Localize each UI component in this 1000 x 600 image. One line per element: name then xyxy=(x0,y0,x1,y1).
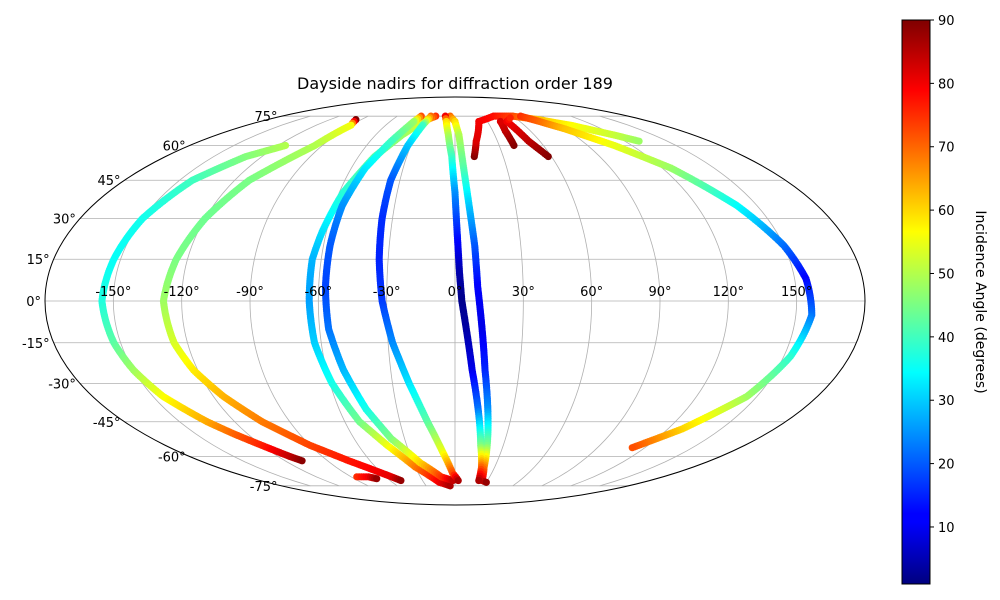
nadir-point xyxy=(446,482,454,490)
longitude-tick-label: 60° xyxy=(580,285,603,300)
colorbar-tick-label: 70 xyxy=(938,141,955,156)
colorbar-tick-label: 50 xyxy=(938,267,955,282)
longitude-tick-label: -60° xyxy=(304,285,332,300)
colorbar-ticks: 10 20 30 40 50 60 70 80 90 xyxy=(930,14,955,536)
nadir-point xyxy=(373,475,381,483)
chart-title: Dayside nadirs for diffraction order 189 xyxy=(297,74,613,93)
map-grid xyxy=(45,115,865,487)
latitude-tick-label: 15° xyxy=(27,253,50,268)
latitude-tick-label: -45° xyxy=(93,416,121,431)
nadir-point xyxy=(475,476,483,485)
nadir-point xyxy=(454,476,462,485)
latitude-tick-label: 45° xyxy=(98,174,121,189)
longitude-tick-labels: -150° -120° -90° -60° -30° 0° 30° 60° 90° 120° 150… xyxy=(95,285,812,300)
latitude-tick-label: 60° xyxy=(163,139,186,154)
colorbar: 10 20 30 40 50 60 70 80 90 Incidence Angle (degr… xyxy=(901,14,988,585)
colorbar-tick-label: 40 xyxy=(938,331,955,346)
longitude-tick-label: 30° xyxy=(512,285,535,300)
map-points xyxy=(98,112,816,490)
colorbar-tick-label: 20 xyxy=(938,458,955,473)
colorbar-gradient xyxy=(901,19,931,585)
nadir-point xyxy=(506,114,514,122)
longitude-tick-label: -90° xyxy=(236,285,264,300)
colorbar-tick-label: 90 xyxy=(938,14,955,29)
nadir-point xyxy=(397,476,405,485)
colorbar-label: Incidence Angle (degrees) xyxy=(972,210,988,393)
colorbar-tick-label: 80 xyxy=(938,77,955,92)
longitude-tick-label: 120° xyxy=(713,285,744,300)
map-outline xyxy=(44,96,866,506)
nadir-point xyxy=(628,444,636,452)
longitude-tick-label: 0° xyxy=(448,285,463,300)
latitude-tick-label: 30° xyxy=(53,213,76,228)
longitude-tick-label: -120° xyxy=(164,285,200,300)
colorbar-tick-label: 30 xyxy=(938,394,955,409)
latitude-tick-label: -75° xyxy=(250,480,278,495)
nadir-point xyxy=(496,117,505,126)
longitude-tick-label: -150° xyxy=(95,285,131,300)
longitude-tick-label: -30° xyxy=(373,285,401,300)
nadir-point xyxy=(482,478,490,486)
longitude-tick-label: 150° xyxy=(781,285,812,300)
nadir-point xyxy=(298,457,306,465)
colorbar-tick-label: 60 xyxy=(938,204,955,219)
latitude-tick-label: 75° xyxy=(254,110,277,125)
latitude-tick-labels: 75° 60° 45° 30° 15° 0° -15° -30° -45° -60° -75° xyxy=(22,110,278,495)
latitude-tick-label: -30° xyxy=(48,377,76,392)
latitude-tick-label: -15° xyxy=(22,337,50,352)
longitude-tick-label: 90° xyxy=(648,285,671,300)
nadir-point xyxy=(635,137,643,145)
latitude-tick-label: -60° xyxy=(158,451,186,466)
colorbar-tick-label: 10 xyxy=(938,521,955,536)
latitude-tick-label: 0° xyxy=(26,295,41,310)
